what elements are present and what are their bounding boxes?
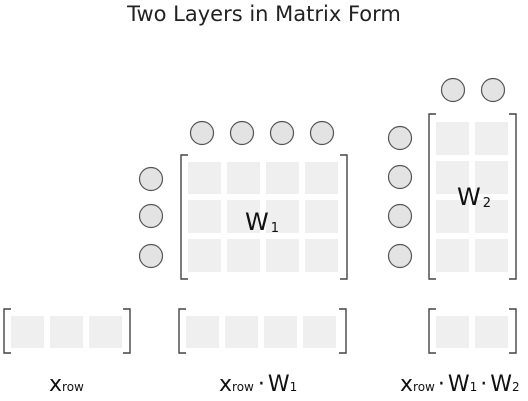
x-row-w1-w2-left-bracket — [428, 308, 436, 354]
x-row-w1-w2-cell — [436, 316, 469, 348]
w1-cell — [266, 200, 299, 233]
x-row-w1-cell — [303, 316, 336, 348]
x-row-w1-vector — [178, 308, 347, 354]
w1-cell — [266, 239, 299, 272]
w2-cell — [475, 239, 508, 272]
w2-cell — [436, 239, 469, 272]
x-row-cell — [11, 316, 44, 348]
w2-input-node — [387, 203, 413, 229]
w1-cell — [188, 162, 221, 194]
w1-cell — [305, 200, 338, 233]
w1-cell — [266, 162, 299, 194]
x-row-w1-cell — [225, 316, 258, 348]
w1-right-bracket — [340, 154, 348, 280]
w2-cell — [475, 122, 508, 155]
w1-output-node — [189, 120, 215, 146]
w1-output-node — [309, 120, 335, 146]
x-row-w1-right-bracket — [339, 308, 347, 354]
caption-x-row-w1: xrow · W1 — [219, 372, 297, 397]
x-row-left-bracket — [3, 308, 11, 354]
w1-cell — [305, 162, 338, 194]
caption-x-row-w1-w2: xrow · W1 · W2 — [400, 372, 520, 397]
w2-input-node — [387, 243, 413, 269]
x-row-w1-w2-vector — [428, 308, 517, 354]
x-row-w1-w2-cell — [475, 316, 508, 348]
x-row-vector — [3, 308, 131, 354]
w2-left-bracket — [428, 113, 436, 280]
w1-cell — [227, 239, 260, 272]
w2-input-node — [387, 125, 413, 151]
w2-cell — [436, 200, 469, 233]
x-row-w1-cell — [186, 316, 219, 348]
w1-output-node — [269, 120, 295, 146]
caption-x-row: xrow — [49, 372, 84, 397]
w1-cell — [188, 239, 221, 272]
w1-cell — [305, 239, 338, 272]
w2-right-bracket — [509, 113, 517, 280]
x-row-w1-left-bracket — [178, 308, 186, 354]
w2-cell — [436, 122, 469, 155]
x-row-w1-w2-right-bracket — [509, 308, 517, 354]
w2-cell — [475, 200, 508, 233]
w2-output-node — [440, 77, 466, 103]
w1-output-node — [229, 120, 255, 146]
w1-left-bracket — [180, 154, 188, 280]
diagram-title: Two Layers in Matrix Form — [127, 2, 401, 26]
w1-input-node — [138, 166, 164, 192]
w2-cell — [475, 161, 508, 194]
x-row-cell — [89, 316, 122, 348]
w1-cell — [227, 162, 260, 194]
w1-input-node — [138, 203, 164, 229]
w2-output-node — [480, 77, 506, 103]
w2-cell — [436, 161, 469, 194]
x-row-right-bracket — [123, 308, 131, 354]
x-row-w1-cell — [264, 316, 297, 348]
w1-cell — [188, 200, 221, 233]
w1-cell — [227, 200, 260, 233]
x-row-cell — [50, 316, 83, 348]
w1-input-node — [138, 243, 164, 269]
w2-input-node — [387, 164, 413, 190]
